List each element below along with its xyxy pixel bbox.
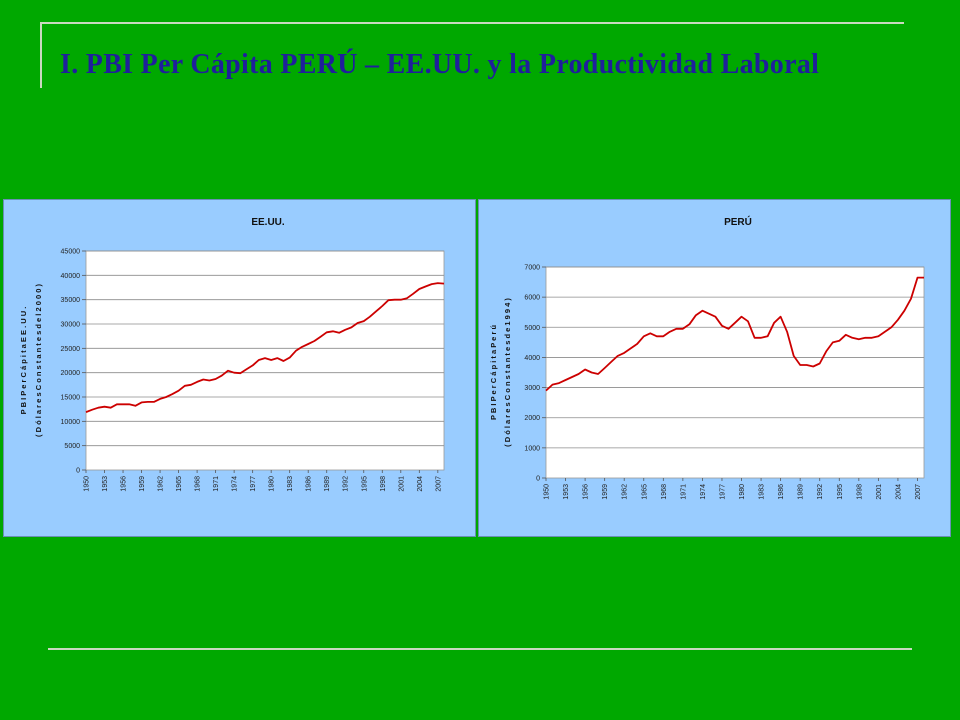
x-tick-label: 1956 <box>121 476 128 492</box>
x-tick-label: 1959 <box>602 484 609 500</box>
y-tick-label: 4000 <box>524 355 540 362</box>
y-axis-label: ( D ó l a r e s C o n s t a n t e s d e … <box>34 284 43 437</box>
x-tick-label: 1965 <box>176 476 183 492</box>
x-tick-label: 1968 <box>195 476 202 492</box>
x-tick-label: 1983 <box>759 484 766 500</box>
x-tick-label: 1989 <box>798 484 805 500</box>
y-axis-label: P B I P e r C á p i t a P e r ú <box>489 325 498 420</box>
x-tick-label: 1980 <box>269 476 276 492</box>
y-tick-label: 1000 <box>524 445 540 452</box>
x-tick-label: 1965 <box>641 484 648 500</box>
x-tick-label: 1989 <box>324 476 331 492</box>
x-tick-label: 1986 <box>306 476 313 492</box>
x-tick-label: 1962 <box>622 484 629 500</box>
chart-title: PERÚ <box>724 215 752 228</box>
y-tick-label: 2000 <box>524 415 540 422</box>
chart-eeuu: EE.UU. 0 5000 10000 15000 20000 25000 30000 3500… <box>19 217 445 492</box>
series-line <box>545 276 924 392</box>
x-tick-label: 1968 <box>661 484 668 500</box>
x-tick-label: 1974 <box>700 484 707 500</box>
y-tick-label: 6000 <box>524 295 540 302</box>
x-tick-label: 1995 <box>361 476 368 492</box>
y-tick-label: 7000 <box>524 265 540 272</box>
x-tick-label: 1992 <box>817 484 824 500</box>
x-tick-label: 1998 <box>856 484 863 500</box>
x-tick-label: 1971 <box>680 484 687 500</box>
x-tick-label: 1986 <box>778 484 785 500</box>
x-tick-label: 2007 <box>915 484 922 500</box>
y-tick-label: 5000 <box>524 325 540 332</box>
y-tick-label: 35000 <box>61 297 81 304</box>
slide-title: I. PBI Per Cápita PERÚ – EE.UU. y la Pro… <box>60 49 820 80</box>
y-tick-label: 0 <box>76 468 80 475</box>
x-tick-label: 2007 <box>435 476 442 492</box>
y-tick-label: 45000 <box>61 249 81 256</box>
x-tick-label: 1980 <box>739 484 746 500</box>
plot-area <box>545 266 925 479</box>
y-tick-label: 10000 <box>61 419 81 426</box>
x-tick-label: 1971 <box>213 476 220 492</box>
x-tick-label: 1977 <box>250 476 257 492</box>
x-tick-label: 2004 <box>417 476 424 492</box>
x-tick-label: 2001 <box>876 484 883 500</box>
x-tick-label: 1962 <box>158 476 165 492</box>
x-tick-label: 1950 <box>84 476 91 492</box>
y-tick-label: 25000 <box>61 346 81 353</box>
y-tick-label: 3000 <box>524 385 540 392</box>
x-tick-label: 1992 <box>343 476 350 492</box>
y-tick-label: 0 <box>536 476 540 483</box>
x-tick-label: 1950 <box>544 484 551 500</box>
x-tick-label: 1959 <box>139 476 146 492</box>
x-tick-label: 1983 <box>287 476 294 492</box>
chart-title: EE.UU. <box>251 217 285 228</box>
chart-peru: PERÚ 0 1000 2000 3000 4000 5000 6000 7000 1950 195… <box>489 215 925 500</box>
y-tick-label: 40000 <box>61 273 81 280</box>
y-axis-label: P B I P e r C á p i t a E E . U U . <box>19 307 28 415</box>
x-tick-label: 1953 <box>563 484 570 500</box>
x-tick-label: 1974 <box>232 476 239 492</box>
left-rule <box>40 22 42 88</box>
x-tick-label: 2001 <box>398 476 405 492</box>
y-axis-label: ( D ó l a r e s C o n s t a n t e s d e … <box>503 298 512 447</box>
x-tick-label: 1995 <box>837 484 844 500</box>
chart-panel-peru: PERÚ 0 1000 2000 3000 4000 5000 6000 7000 1950 195… <box>478 199 951 537</box>
y-tick-label: 5000 <box>64 443 80 450</box>
x-tick-label: 1956 <box>583 484 590 500</box>
y-tick-label: 30000 <box>61 322 81 329</box>
x-tick-label: 1953 <box>102 476 109 492</box>
plot-area <box>85 250 445 471</box>
top-rule <box>40 22 904 24</box>
bottom-rule <box>48 648 912 650</box>
series-line <box>85 282 445 413</box>
chart-panel-eeuu: EE.UU. 0 5000 10000 15000 20000 25000 30000 3500… <box>3 199 476 537</box>
y-tick-label: 15000 <box>61 395 81 402</box>
y-tick-label: 20000 <box>61 370 81 377</box>
x-tick-label: 1998 <box>380 476 387 492</box>
x-tick-label: 1977 <box>719 484 726 500</box>
x-tick-label: 2004 <box>895 484 902 500</box>
